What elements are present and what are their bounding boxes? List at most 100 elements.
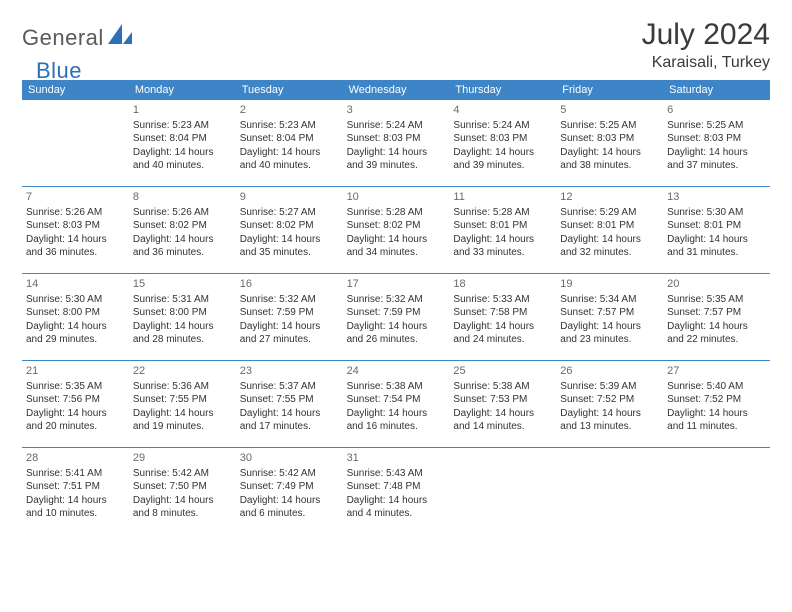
- sunrise-line: Sunrise: 5:33 AM: [453, 293, 552, 307]
- daylight-line: Daylight: 14 hours and 16 minutes.: [347, 407, 446, 434]
- daylight-line: Daylight: 14 hours and 33 minutes.: [453, 233, 552, 260]
- sunset-line: Sunset: 8:03 PM: [453, 132, 552, 146]
- day-number: 24: [347, 364, 446, 379]
- title-block: July 2024 Karaisali, Turkey: [642, 18, 770, 72]
- sunset-line: Sunset: 7:58 PM: [453, 306, 552, 320]
- day-number: 17: [347, 277, 446, 292]
- day-cell: 17Sunrise: 5:32 AMSunset: 7:59 PMDayligh…: [343, 274, 450, 360]
- brand-text: General: [22, 25, 104, 51]
- daylight-line: Daylight: 14 hours and 29 minutes.: [26, 320, 125, 347]
- sunrise-line: Sunrise: 5:39 AM: [560, 380, 659, 394]
- daylight-line: Daylight: 14 hours and 17 minutes.: [240, 407, 339, 434]
- day-number: 11: [453, 190, 552, 205]
- brand-blue: Blue: [36, 58, 82, 84]
- sunrise-line: Sunrise: 5:40 AM: [667, 380, 766, 394]
- day-cell: 19Sunrise: 5:34 AMSunset: 7:57 PMDayligh…: [556, 274, 663, 360]
- sunrise-line: Sunrise: 5:27 AM: [240, 206, 339, 220]
- sunset-line: Sunset: 8:00 PM: [133, 306, 232, 320]
- week-row: 28Sunrise: 5:41 AMSunset: 7:51 PMDayligh…: [22, 448, 770, 534]
- sunset-line: Sunset: 8:02 PM: [133, 219, 232, 233]
- sunrise-line: Sunrise: 5:28 AM: [347, 206, 446, 220]
- day-number: 27: [667, 364, 766, 379]
- sunrise-line: Sunrise: 5:35 AM: [667, 293, 766, 307]
- daylight-line: Daylight: 14 hours and 4 minutes.: [347, 494, 446, 521]
- daylight-line: Daylight: 14 hours and 36 minutes.: [133, 233, 232, 260]
- brand-general: General: [22, 25, 104, 50]
- daylight-line: Daylight: 14 hours and 32 minutes.: [560, 233, 659, 260]
- topbar: General July 2024 Karaisali, Turkey: [22, 18, 770, 72]
- sunrise-line: Sunrise: 5:26 AM: [26, 206, 125, 220]
- day-cell: 1Sunrise: 5:23 AMSunset: 8:04 PMDaylight…: [129, 100, 236, 186]
- day-cell: 14Sunrise: 5:30 AMSunset: 8:00 PMDayligh…: [22, 274, 129, 360]
- day-cell: 2Sunrise: 5:23 AMSunset: 8:04 PMDaylight…: [236, 100, 343, 186]
- day-cell-empty: [22, 100, 129, 186]
- daylight-line: Daylight: 14 hours and 11 minutes.: [667, 407, 766, 434]
- daylight-line: Daylight: 14 hours and 40 minutes.: [240, 146, 339, 173]
- day-cell-empty: [449, 448, 556, 534]
- sunset-line: Sunset: 7:55 PM: [240, 393, 339, 407]
- day-cell: 10Sunrise: 5:28 AMSunset: 8:02 PMDayligh…: [343, 187, 450, 273]
- sunrise-line: Sunrise: 5:37 AM: [240, 380, 339, 394]
- daylight-line: Daylight: 14 hours and 34 minutes.: [347, 233, 446, 260]
- day-cell: 26Sunrise: 5:39 AMSunset: 7:52 PMDayligh…: [556, 361, 663, 447]
- sunset-line: Sunset: 7:51 PM: [26, 480, 125, 494]
- day-cell: 30Sunrise: 5:42 AMSunset: 7:49 PMDayligh…: [236, 448, 343, 534]
- daylight-line: Daylight: 14 hours and 40 minutes.: [133, 146, 232, 173]
- daylight-line: Daylight: 14 hours and 22 minutes.: [667, 320, 766, 347]
- day-number: 30: [240, 451, 339, 466]
- daylight-line: Daylight: 14 hours and 6 minutes.: [240, 494, 339, 521]
- sunset-line: Sunset: 7:48 PM: [347, 480, 446, 494]
- sunrise-line: Sunrise: 5:30 AM: [667, 206, 766, 220]
- day-cell: 16Sunrise: 5:32 AMSunset: 7:59 PMDayligh…: [236, 274, 343, 360]
- day-number: 15: [133, 277, 232, 292]
- sail-icon: [108, 24, 134, 51]
- daylight-line: Daylight: 14 hours and 13 minutes.: [560, 407, 659, 434]
- sunrise-line: Sunrise: 5:43 AM: [347, 467, 446, 481]
- day-number: 8: [133, 190, 232, 205]
- day-cell: 22Sunrise: 5:36 AMSunset: 7:55 PMDayligh…: [129, 361, 236, 447]
- sunset-line: Sunset: 7:56 PM: [26, 393, 125, 407]
- week-row: 14Sunrise: 5:30 AMSunset: 8:00 PMDayligh…: [22, 274, 770, 361]
- daylight-line: Daylight: 14 hours and 39 minutes.: [347, 146, 446, 173]
- daylight-line: Daylight: 14 hours and 27 minutes.: [240, 320, 339, 347]
- sunset-line: Sunset: 7:59 PM: [347, 306, 446, 320]
- daylight-line: Daylight: 14 hours and 26 minutes.: [347, 320, 446, 347]
- day-cell: 9Sunrise: 5:27 AMSunset: 8:02 PMDaylight…: [236, 187, 343, 273]
- day-cell: 18Sunrise: 5:33 AMSunset: 7:58 PMDayligh…: [449, 274, 556, 360]
- day-number: 2: [240, 103, 339, 118]
- weeks-container: 1Sunrise: 5:23 AMSunset: 8:04 PMDaylight…: [22, 100, 770, 534]
- sunrise-line: Sunrise: 5:41 AM: [26, 467, 125, 481]
- day-number: 6: [667, 103, 766, 118]
- day-cell: 21Sunrise: 5:35 AMSunset: 7:56 PMDayligh…: [22, 361, 129, 447]
- sunrise-line: Sunrise: 5:24 AM: [347, 119, 446, 133]
- day-cell: 6Sunrise: 5:25 AMSunset: 8:03 PMDaylight…: [663, 100, 770, 186]
- weekday-header: SundayMondayTuesdayWednesdayThursdayFrid…: [22, 80, 770, 100]
- daylight-line: Daylight: 14 hours and 24 minutes.: [453, 320, 552, 347]
- sunrise-line: Sunrise: 5:34 AM: [560, 293, 659, 307]
- day-cell: 25Sunrise: 5:38 AMSunset: 7:53 PMDayligh…: [449, 361, 556, 447]
- day-number: 7: [26, 190, 125, 205]
- day-number: 29: [133, 451, 232, 466]
- sunset-line: Sunset: 7:55 PM: [133, 393, 232, 407]
- day-number: 20: [667, 277, 766, 292]
- sunrise-line: Sunrise: 5:36 AM: [133, 380, 232, 394]
- week-row: 7Sunrise: 5:26 AMSunset: 8:03 PMDaylight…: [22, 187, 770, 274]
- day-number: 13: [667, 190, 766, 205]
- day-number: 23: [240, 364, 339, 379]
- sunset-line: Sunset: 7:57 PM: [560, 306, 659, 320]
- day-number: 21: [26, 364, 125, 379]
- sunset-line: Sunset: 8:02 PM: [240, 219, 339, 233]
- daylight-line: Daylight: 14 hours and 39 minutes.: [453, 146, 552, 173]
- sunset-line: Sunset: 8:02 PM: [347, 219, 446, 233]
- sunrise-line: Sunrise: 5:28 AM: [453, 206, 552, 220]
- day-cell: 27Sunrise: 5:40 AMSunset: 7:52 PMDayligh…: [663, 361, 770, 447]
- day-cell: 24Sunrise: 5:38 AMSunset: 7:54 PMDayligh…: [343, 361, 450, 447]
- location: Karaisali, Turkey: [642, 54, 770, 72]
- day-number: 18: [453, 277, 552, 292]
- sunrise-line: Sunrise: 5:42 AM: [240, 467, 339, 481]
- sunset-line: Sunset: 8:01 PM: [453, 219, 552, 233]
- sunset-line: Sunset: 8:04 PM: [133, 132, 232, 146]
- day-number: 4: [453, 103, 552, 118]
- day-cell: 3Sunrise: 5:24 AMSunset: 8:03 PMDaylight…: [343, 100, 450, 186]
- sunset-line: Sunset: 7:59 PM: [240, 306, 339, 320]
